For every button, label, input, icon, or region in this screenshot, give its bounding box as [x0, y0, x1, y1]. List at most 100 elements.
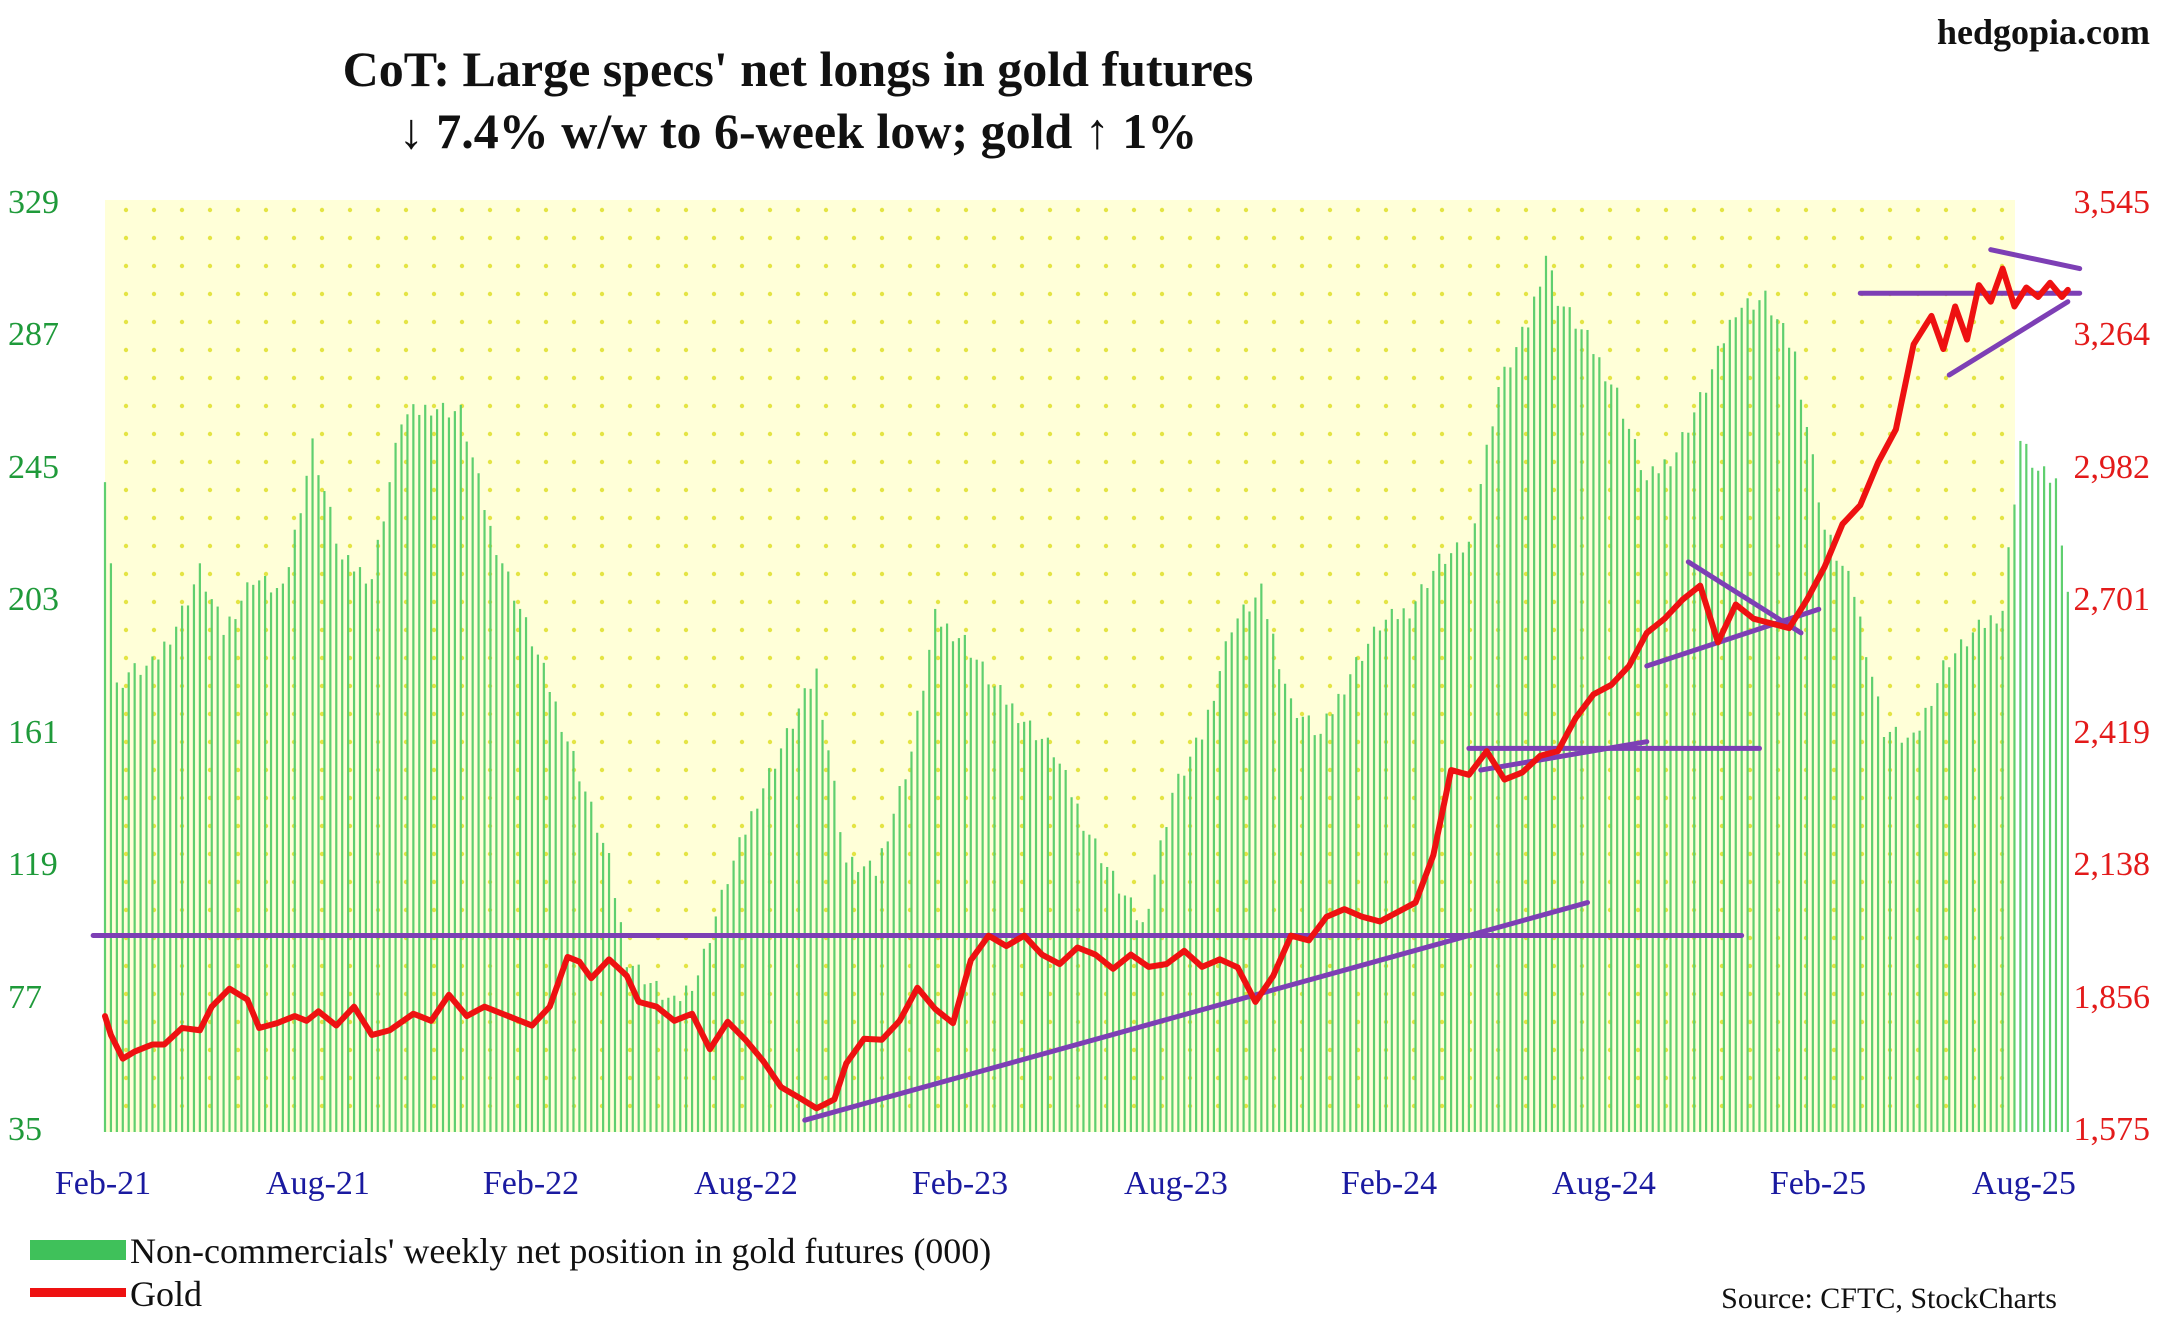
net-position-bar	[999, 685, 1002, 1132]
net-position-bar	[1289, 698, 1293, 1132]
net-position-bar	[1112, 870, 1115, 1132]
net-position-bar	[394, 442, 397, 1133]
legend-swatch-gold	[30, 1288, 126, 1297]
chart-title-line-2: ↓ 7.4% w/w to 6-week low; gold ↑ 1%	[399, 103, 1198, 159]
net-position-bar	[910, 751, 913, 1132]
x-tick-label: Aug-25	[1972, 1165, 2076, 1202]
net-position-bar	[1965, 646, 1969, 1132]
net-position-bar	[477, 473, 480, 1132]
net-position-bar	[376, 539, 379, 1132]
net-position-bar	[228, 616, 231, 1132]
net-position-bar	[1491, 426, 1494, 1133]
net-position-bar	[370, 579, 373, 1132]
net-position-bar	[904, 779, 907, 1132]
net-position-bar	[1550, 270, 1554, 1132]
net-position-bar	[388, 482, 391, 1132]
net-position-bar	[963, 634, 966, 1132]
net-position-bar	[1758, 300, 1761, 1132]
net-position-bar	[1811, 454, 1814, 1132]
net-position-bar	[1064, 769, 1067, 1132]
net-position-bar	[2066, 591, 2069, 1132]
net-position-bar	[708, 943, 711, 1132]
net-position-bar	[1455, 542, 1459, 1132]
net-position-bar	[192, 584, 196, 1132]
net-position-bar	[791, 728, 794, 1132]
net-position-bar	[1645, 480, 1648, 1133]
net-position-bar	[1461, 552, 1465, 1132]
net-position-bar	[1515, 347, 1518, 1133]
net-position-bar	[1776, 319, 1779, 1132]
net-position-bar	[969, 657, 972, 1132]
net-position-bar	[115, 682, 118, 1132]
net-position-bar	[1011, 703, 1014, 1132]
net-position-bar	[584, 791, 587, 1132]
net-position-bar	[1230, 632, 1233, 1132]
net-position-bar	[198, 563, 201, 1132]
net-position-bar	[1206, 709, 1210, 1132]
net-position-bar	[406, 414, 409, 1132]
x-tick-label: Aug-22	[694, 1165, 798, 1202]
net-position-bar	[951, 641, 955, 1132]
net-position-bar	[892, 813, 895, 1132]
net-position-bar	[720, 889, 723, 1132]
legend: Non-commercials' weekly net position in …	[30, 1231, 991, 1314]
net-position-bar	[1005, 704, 1008, 1132]
trend-line	[802, 900, 1590, 1123]
net-position-bar	[382, 521, 385, 1132]
net-position-bar	[1278, 669, 1281, 1132]
net-position-bar	[275, 588, 279, 1132]
net-position-bar	[1236, 618, 1239, 1132]
net-position-bar	[1918, 730, 1921, 1132]
left-tick-label: 35	[8, 1111, 42, 1148]
net-position-bar	[1859, 616, 1862, 1132]
net-position-bar	[1319, 733, 1322, 1132]
net-position-bar	[1959, 639, 1963, 1132]
net-position-bar	[1954, 653, 1957, 1132]
net-position-bar	[862, 866, 866, 1132]
net-position-bar	[1444, 563, 1447, 1132]
net-position-bar	[922, 690, 925, 1132]
net-position-bar	[2060, 545, 2063, 1132]
net-position-bar	[1538, 286, 1542, 1132]
net-position-bar	[1924, 707, 1927, 1132]
net-position-bar	[524, 617, 528, 1132]
trend-lines-layer	[90, 247, 2083, 1123]
net-position-bar	[2054, 478, 2058, 1133]
net-position-bar	[252, 584, 255, 1132]
net-position-bar	[744, 834, 747, 1132]
net-position-bar	[1402, 608, 1405, 1132]
net-position-bar	[649, 983, 652, 1132]
right-axis: 3,545 3,264 2,982 2,701 2,419 2,138 1,85…	[2074, 184, 2151, 1148]
net-position-bar	[412, 404, 415, 1132]
left-tick-label: 245	[8, 449, 59, 486]
net-position-bar	[1722, 343, 1725, 1132]
net-position-bar	[127, 672, 130, 1132]
watermark: hedgopia.com	[1937, 12, 2150, 52]
net-position-bar	[602, 842, 605, 1132]
net-position-bar	[1752, 309, 1755, 1132]
right-tick-label: 2,982	[2074, 449, 2151, 486]
x-tick-label: Aug-23	[1124, 1165, 1228, 1202]
net-position-bar	[1094, 838, 1097, 1132]
net-position-bar	[1657, 473, 1660, 1132]
net-position-bar	[1989, 615, 1992, 1132]
net-position-bar	[1598, 357, 1601, 1132]
net-position-bar	[857, 872, 860, 1132]
net-position-bar	[1165, 827, 1168, 1132]
net-position-bar	[1028, 720, 1032, 1132]
net-position-bar	[1882, 737, 1886, 1132]
net-position-bar	[1669, 466, 1672, 1132]
net-position-bar	[323, 491, 326, 1132]
x-tick-label: Feb-25	[1770, 1165, 1866, 1202]
net-position-bar	[2025, 443, 2028, 1132]
right-tick-label: 1,575	[2074, 1111, 2151, 1148]
net-position-bar	[1396, 619, 1399, 1132]
net-position-bar	[1017, 723, 1020, 1132]
net-position-bar	[1788, 347, 1791, 1133]
net-position-bar	[163, 641, 166, 1132]
net-position-bar	[133, 663, 136, 1132]
net-position-bar	[536, 654, 539, 1132]
net-position-bar	[1616, 387, 1619, 1132]
net-position-bar	[815, 668, 818, 1132]
